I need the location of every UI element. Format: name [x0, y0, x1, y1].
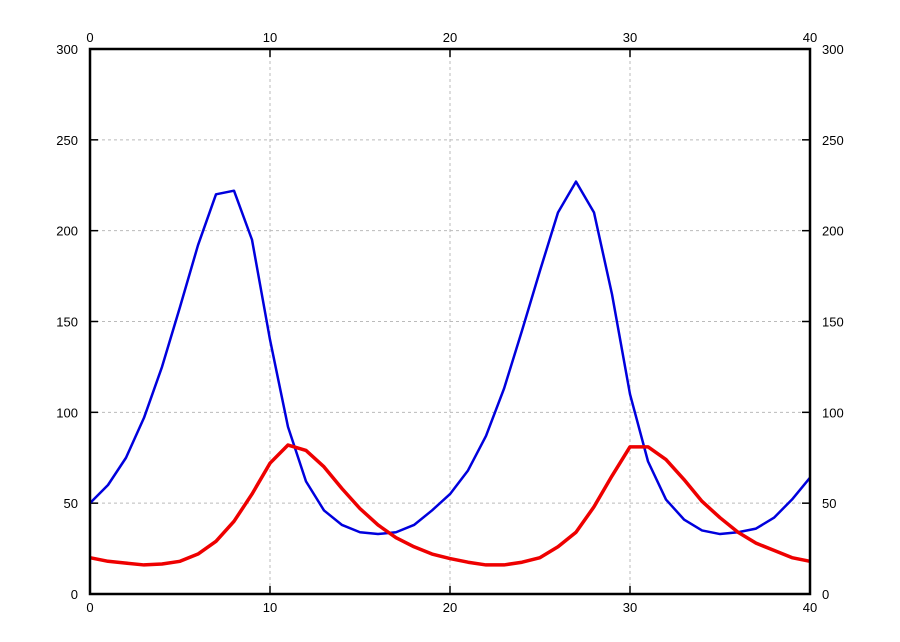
y-tick-label-right: 150 — [822, 315, 844, 330]
y-tick-label: 0 — [71, 587, 78, 602]
x-tick-label-top: 0 — [86, 30, 93, 45]
y-tick-label: 300 — [56, 42, 78, 57]
data-line — [89, 443, 811, 567]
y-tick-label: 100 — [56, 405, 78, 420]
x-tick-label-top: 30 — [623, 30, 637, 45]
plot-frame — [88, 47, 812, 596]
y-tick-label: 50 — [64, 496, 78, 511]
x-tick-label-top: 40 — [803, 30, 817, 45]
x-tick-label: 10 — [263, 600, 277, 615]
y-tick-label: 250 — [56, 133, 78, 148]
data-line — [89, 180, 811, 536]
x-tick-label: 30 — [623, 600, 637, 615]
y-tick-label-right: 100 — [822, 405, 844, 420]
y-tick-label-right: 50 — [822, 496, 836, 511]
y-tick-label: 150 — [56, 315, 78, 330]
y-tick-label-right: 300 — [822, 42, 844, 57]
x-tick-label: 20 — [443, 600, 457, 615]
x-tick-label: 0 — [86, 600, 93, 615]
x-tick-label-top: 10 — [263, 30, 277, 45]
y-tick-label-right: 200 — [822, 224, 844, 239]
y-tick-label: 200 — [56, 224, 78, 239]
y-tick-label-right: 0 — [822, 587, 829, 602]
y-tick-label-right: 250 — [822, 133, 844, 148]
x-tick-label: 40 — [803, 600, 817, 615]
x-tick-label-top: 20 — [443, 30, 457, 45]
